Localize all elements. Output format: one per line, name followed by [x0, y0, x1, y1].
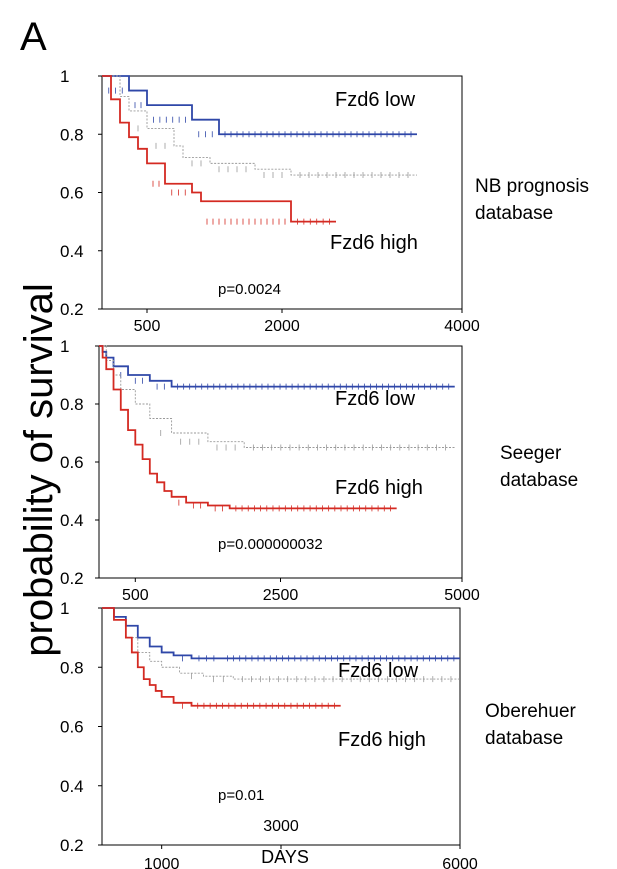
- curve-label-low: Fzd6 low: [338, 660, 419, 682]
- y-tick-label: 0.6: [60, 184, 84, 203]
- y-tick-label: 0.8: [60, 395, 84, 414]
- y-tick-label: 0.4: [60, 511, 84, 530]
- y-tick-label: 1: [60, 599, 69, 618]
- x-tick-label: 2500: [263, 587, 299, 604]
- y-tick-label: 0.4: [60, 777, 84, 796]
- y-axis-label: probability of survival: [17, 283, 61, 657]
- panels-group: 1 0.8 0.6 0.4 0.2 500 2000 4000 Fzd6 low Fzd6 hig…: [60, 67, 589, 869]
- y-tick-label: 0.2: [60, 300, 84, 319]
- x-tick-label: 500: [122, 587, 149, 604]
- x-tick-label: 5000: [444, 587, 480, 604]
- curve-label-low: Fzd6 low: [335, 89, 416, 111]
- database-label-line: Oberehuer: [485, 701, 577, 722]
- x-tick-label: 4000: [444, 318, 480, 335]
- y-tick-label: 1: [60, 337, 69, 356]
- x-tick-label: 500: [134, 318, 161, 335]
- survival-curve-overall: [102, 75, 417, 176]
- survival-curve-high: [102, 75, 336, 223]
- p-value: p=0.0024: [218, 281, 281, 298]
- y-tick-label: 1: [60, 67, 69, 86]
- database-label-line: database: [475, 203, 553, 224]
- y-tick-label: 0.4: [60, 242, 84, 261]
- p-value: p=0.01: [218, 787, 264, 804]
- survival-curve-overall: [99, 345, 455, 448]
- x-tick-label: 3000: [263, 818, 299, 835]
- chart-panel-1: 1 0.8 0.6 0.4 0.2 500 2000 4000 Fzd6 low Fzd6 hig…: [60, 67, 589, 335]
- chart-panel-3: 1 0.8 0.6 0.4 0.2 1000 3000 6000 Fzd6 low Fzd6 hi…: [60, 599, 577, 869]
- curve-label-low: Fzd6 low: [335, 388, 416, 410]
- y-tick-label: 0.8: [60, 125, 84, 144]
- database-label-line: Seeger: [500, 443, 562, 464]
- curve-label-high: Fzd6 high: [335, 477, 423, 499]
- survival-curve-high: [99, 345, 397, 510]
- y-tick-label: 0.8: [60, 658, 84, 677]
- y-tick-label: 0.6: [60, 718, 84, 737]
- y-tick-label: 0.2: [60, 569, 84, 588]
- chart-panel-2: 1 0.8 0.6 0.4 0.2 500 2500 5000 Fzd6 low Fzd6 hig…: [60, 337, 578, 604]
- survival-curve-low: [102, 75, 417, 136]
- survival-curve-low: [102, 607, 460, 660]
- x-tick-label: 6000: [442, 856, 478, 869]
- database-label-line: database: [485, 728, 563, 749]
- survival-curve-high: [102, 607, 341, 707]
- x-axis-label: DAYS: [261, 847, 309, 867]
- survival-curve-low: [99, 345, 455, 388]
- y-tick-label: 0.2: [60, 836, 84, 855]
- x-tick-label: 1000: [144, 856, 180, 869]
- p-value: p=0.000000032: [218, 536, 323, 553]
- curve-label-high: Fzd6 high: [330, 232, 418, 254]
- plot-frame: [101, 607, 461, 846]
- y-tick-label: 0.6: [60, 453, 84, 472]
- x-tick-label: 2000: [264, 318, 300, 335]
- database-label-line: database: [500, 470, 578, 491]
- database-label-line: NB prognosis: [475, 176, 589, 197]
- curve-label-high: Fzd6 high: [338, 729, 426, 751]
- panel-letter: A: [20, 15, 47, 59]
